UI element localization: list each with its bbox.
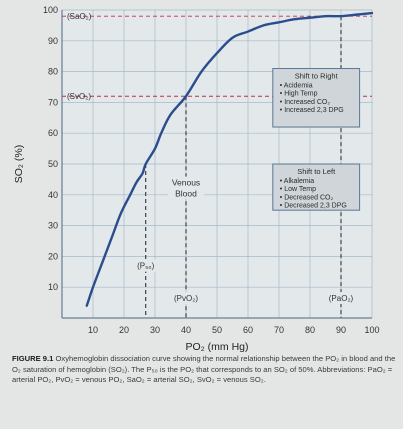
annotation-item: • High Temp xyxy=(280,91,318,98)
x-tick-label: 70 xyxy=(274,325,284,335)
region-label-background xyxy=(168,176,204,188)
region-label: Venous xyxy=(172,178,200,188)
reference-line-label: (PaO₂) xyxy=(329,294,354,303)
annotation-box xyxy=(272,163,361,211)
x-tick-label: 20 xyxy=(119,325,129,335)
x-tick-label: 90 xyxy=(336,325,346,335)
x-tick-label: 10 xyxy=(88,325,98,335)
annotation-item: • Alkalemia xyxy=(280,178,314,185)
x-tick-label: 60 xyxy=(243,325,253,335)
annotation-item: • Increased CO₂ xyxy=(280,99,331,106)
figure-caption: FIGURE 9.1 Oxyhemoglobin dissociation cu… xyxy=(12,354,396,386)
y-tick-label: 80 xyxy=(48,67,58,77)
x-tick-label: 100 xyxy=(364,325,379,335)
annotation-item: • Acidemia xyxy=(280,83,313,90)
y-axis-label: SO₂ (%) xyxy=(13,145,25,184)
reference-label-background xyxy=(327,292,355,304)
annotation-item: • Increased 2,3 DPG xyxy=(280,107,344,114)
reference-line-label: (SvO₂) xyxy=(67,92,91,101)
x-axis-label: PO₂ (mm Hg) xyxy=(186,341,249,353)
reference-label-background xyxy=(172,292,200,304)
y-tick-label: 60 xyxy=(48,128,58,138)
x-tick-label: 40 xyxy=(181,325,191,335)
y-tick-label: 10 xyxy=(48,282,58,292)
annotation-item: • Decreased 2,3 DPG xyxy=(280,203,347,210)
x-tick-label: 80 xyxy=(305,325,315,335)
caption-label: FIGURE 9.1 xyxy=(12,354,54,363)
x-tick-label: 50 xyxy=(212,325,222,335)
y-tick-label: 50 xyxy=(48,159,58,169)
region-label: Blood xyxy=(175,189,197,199)
reference-line-label: (P₅₀) xyxy=(137,262,155,271)
dissociation-curve xyxy=(85,11,374,307)
reference-line-label: (PvO₂) xyxy=(174,294,198,303)
region-label-background xyxy=(168,187,204,199)
x-tick-label: 30 xyxy=(150,325,160,335)
y-tick-label: 100 xyxy=(43,5,58,15)
y-tick-label: 40 xyxy=(48,190,58,200)
y-tick-label: 20 xyxy=(48,251,58,261)
annotation-item: • Low Temp xyxy=(280,186,316,193)
annotation-title: Shift to Left xyxy=(297,167,336,176)
reference-line-label: (SaO₂) xyxy=(67,12,92,21)
y-tick-label: 90 xyxy=(48,36,58,46)
annotation-title: Shift to Right xyxy=(295,72,339,81)
annotation-item: • Decreased CO₂ xyxy=(280,194,334,201)
reference-label-background xyxy=(131,259,160,272)
y-tick-label: 30 xyxy=(48,221,58,231)
annotation-box xyxy=(272,68,361,128)
y-tick-label: 70 xyxy=(48,97,58,107)
caption-text: Oxyhemoglobin dissociation curve showing… xyxy=(12,354,396,385)
